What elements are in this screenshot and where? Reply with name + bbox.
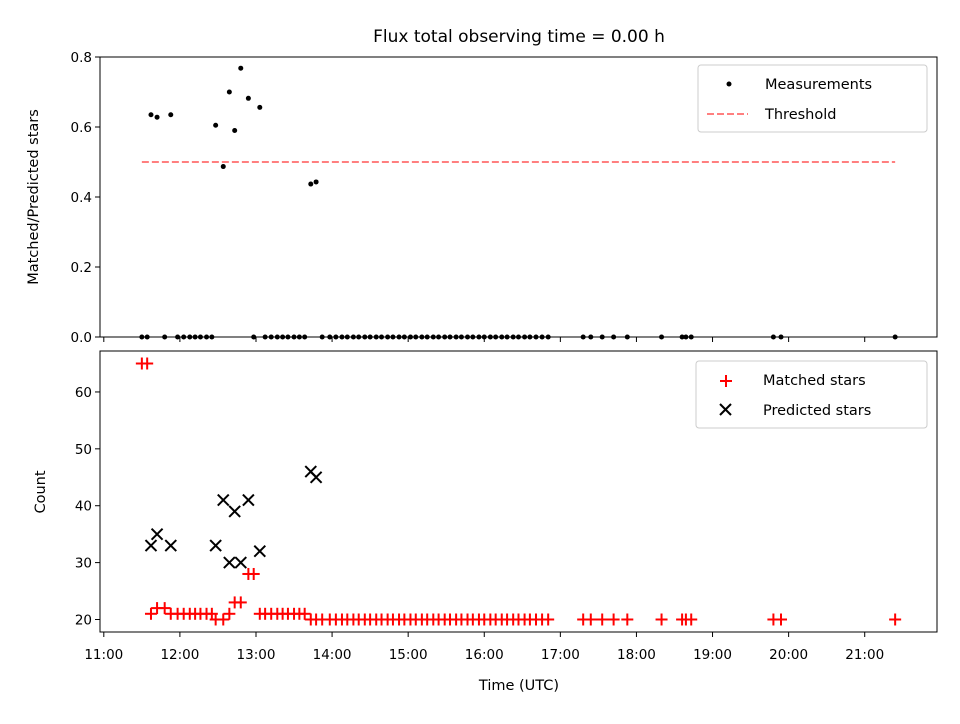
legend-measurements-marker [726, 81, 732, 87]
bottom-x-ticks: 11:00 12:00 13:00 14:00 15:00 16:00 17:00 18:00… [84, 632, 884, 663]
x-tick-label: 17:00 [541, 647, 580, 663]
y-tick-label: 30 [75, 556, 92, 572]
bottom-legend: Matched stars Predicted stars [695, 360, 928, 429]
matched-star-point [217, 613, 230, 626]
matched-star-point [685, 613, 698, 626]
legend-predicted-marker [719, 403, 732, 416]
matched-star-point [889, 613, 902, 626]
y-tick-label: 0.4 [71, 190, 92, 206]
predicted-star-point [242, 493, 255, 507]
matched-star-point [775, 613, 788, 626]
predicted-star-point [144, 539, 158, 552]
y-tick-label: 0.6 [71, 120, 92, 136]
matched-star-point [584, 613, 597, 626]
matched-star-point [298, 607, 311, 620]
bottom-y-axis-label: Count [33, 470, 49, 513]
x-tick-label: 15:00 [389, 647, 428, 663]
predicted-star-point [309, 471, 323, 484]
bottom-legend-box [695, 360, 928, 429]
y-tick-label: 40 [75, 499, 92, 515]
matched-star-point [158, 602, 171, 615]
x-tick-label: 20:00 [769, 647, 808, 663]
predicted-star-point [209, 539, 222, 552]
predicted-star-point [234, 556, 247, 569]
matched-star-point [542, 613, 555, 626]
matched-star-point [596, 613, 609, 626]
top-y-ticks: 0.0 0.2 0.4 0.6 0.8 [71, 50, 100, 346]
chart-title: Flux total observing time = 0.00 h [373, 27, 665, 47]
legend-predicted-label: Predicted stars [763, 403, 871, 419]
measurement-point [232, 128, 238, 133]
measurement-point [220, 164, 226, 170]
legend-matched-marker [720, 375, 732, 387]
legend-matched-label: Matched stars [763, 373, 866, 389]
measurement-point [226, 89, 232, 95]
predicted-star-point [228, 505, 241, 518]
bottom-plot-frame [99, 350, 938, 633]
bottom-y-ticks: 20 30 40 50 60 [75, 385, 100, 628]
top-plot-frame [99, 56, 938, 338]
x-tick-label: 13:00 [237, 647, 276, 663]
x-tick-label: 14:00 [313, 647, 352, 663]
y-tick-label: 0.2 [71, 260, 92, 276]
measurement-point [148, 112, 154, 118]
y-tick-label: 50 [75, 442, 92, 458]
y-tick-label: 20 [75, 612, 92, 628]
predicted-star-point [217, 493, 230, 507]
measurement-point [257, 104, 263, 110]
top-legend: Measurements Threshold [697, 64, 928, 133]
predicted-star-point [253, 545, 266, 558]
x-tick-label: 12:00 [160, 647, 199, 663]
matched-star-point [234, 596, 247, 609]
measurement-point [213, 122, 219, 128]
top-y-axis-label: Matched/Predicted stars [26, 109, 42, 285]
predicted-star-point [164, 539, 177, 552]
measurement-point [245, 95, 251, 101]
x-tick-label: 16:00 [465, 647, 504, 663]
top-legend-box [697, 64, 928, 133]
x-axis-label: Time (UTC) [478, 678, 559, 694]
legend-threshold-label: Threshold [764, 107, 836, 123]
top-panel: Flux total observing time = 0.00 h 0.00.… [26, 27, 938, 346]
y-tick-label: 0.0 [71, 330, 92, 346]
predicted-star-point [150, 527, 164, 541]
matched-star-point [655, 613, 668, 626]
bottom-panel: 20 30 40 50 60 11:00 12:00 13:00 14:00 15:00 16:0… [33, 350, 938, 694]
matched-star-point [144, 607, 157, 620]
count-points [135, 357, 902, 626]
measurement-point [308, 181, 314, 187]
matched-star-point [223, 607, 236, 620]
y-tick-label: 0.8 [71, 50, 92, 66]
x-tick-label: 19:00 [693, 647, 732, 663]
x-tick-label: 21:00 [845, 647, 884, 663]
measurement-point [168, 112, 174, 118]
measurement-point [154, 114, 160, 120]
x-tick-label: 11:00 [84, 647, 123, 663]
matched-star-point [607, 613, 620, 626]
matched-star-point [621, 613, 634, 626]
y-tick-label: 60 [75, 385, 92, 401]
matched-star-point [247, 567, 260, 580]
legend-measurements-label: Measurements [765, 77, 872, 93]
predicted-star-point [223, 556, 236, 569]
matched-star-point [141, 357, 154, 370]
measurement-point [238, 65, 244, 71]
measurement-point [313, 179, 319, 185]
x-tick-label: 18:00 [617, 647, 656, 663]
